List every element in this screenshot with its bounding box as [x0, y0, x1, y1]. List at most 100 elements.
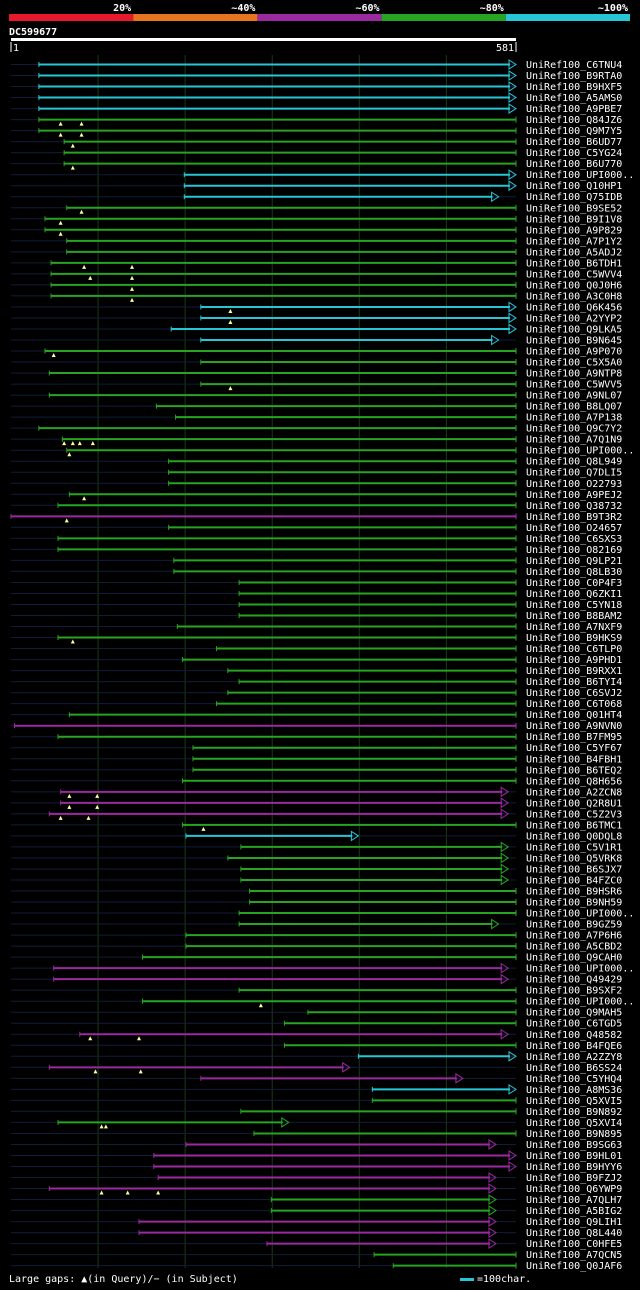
query-gap-marker [58, 231, 63, 236]
hit-label: UniRef100_A2ZZY8 [526, 1052, 622, 1063]
query-gap-marker [51, 353, 56, 358]
query-gap-marker [70, 639, 75, 644]
ruler-start-label: 1 [13, 43, 19, 54]
identity-bin-label: ~100% [598, 3, 628, 14]
query-gap-marker [90, 441, 95, 446]
hit-label: UniRef100_B6TYI4 [526, 677, 622, 688]
query-gap-marker [58, 132, 63, 137]
hit-arrow [508, 180, 517, 192]
hit-arrow [508, 323, 517, 335]
hit-label: UniRef100_O24657 [526, 523, 622, 534]
hit-label: UniRef100_C5YN18 [526, 600, 622, 611]
hit-arrow [488, 1205, 497, 1216]
query-gap-marker [79, 121, 84, 126]
hit-label: UniRef100_B4FQE6 [526, 1041, 622, 1052]
hit-label: UniRef100_Q0JAF6 [526, 1261, 622, 1272]
hit-label: UniRef100_B9NH59 [526, 898, 622, 909]
hit-label: UniRef100_B9HXF5 [526, 82, 622, 93]
hit-label: UniRef100_B9SXF2 [526, 986, 622, 997]
hit-arrow [500, 808, 510, 820]
hit-arrow [500, 863, 510, 875]
hit-label: UniRef100_B9I1V8 [526, 214, 622, 225]
hit-arrow [508, 1050, 517, 1062]
query-gap-marker [88, 1036, 93, 1041]
query-gap-marker [58, 220, 63, 225]
hit-label: UniRef100_Q8H656 [526, 776, 622, 787]
hit-label: UniRef100_B9HSR6 [526, 887, 622, 898]
query-gap-marker [228, 386, 233, 391]
hit-label: UniRef100_A2ZCN8 [526, 787, 622, 798]
query-gap-marker [138, 1069, 143, 1074]
hit-label: UniRef100_Q5XVI4 [526, 1118, 622, 1129]
scale-legend: =100char. [460, 1274, 531, 1285]
query-gap-marker [79, 132, 84, 137]
hit-label: UniRef100_B9HYY6 [526, 1162, 622, 1173]
query-ruler [11, 38, 516, 41]
query-gap-marker [130, 264, 135, 269]
hit-label: UniRef100_B9SE52 [526, 203, 622, 214]
hit-label: UniRef100_Q38732 [526, 501, 622, 512]
identity-bin-1 [9, 14, 134, 21]
hit-label: UniRef100_C5YHQ4 [526, 1074, 622, 1085]
hit-label: UniRef100_C0HFE5 [526, 1239, 622, 1250]
hit-label: UniRef100_UPI000.. [526, 170, 634, 181]
query-gap-marker [58, 815, 63, 820]
hit-label: UniRef100_Q9MAH5 [526, 1008, 622, 1019]
hit-arrow [488, 1194, 497, 1205]
hit-label: UniRef100_B6TDH1 [526, 258, 622, 269]
hit-label: UniRef100_A8MS36 [526, 1085, 622, 1096]
hit-label: UniRef100_A5CBD2 [526, 942, 622, 953]
hit-label: UniRef100_Q2R8U1 [526, 798, 622, 809]
hit-arrow [350, 830, 360, 842]
hit-arrow [281, 1117, 290, 1128]
identity-bin-2 [133, 14, 258, 21]
hit-arrow [488, 1216, 497, 1228]
hit-arrow [488, 1183, 497, 1194]
hit-label: UniRef100_B9GZ59 [526, 920, 622, 931]
hit-label: UniRef100_Q8L440 [526, 1228, 622, 1239]
hit-label: UniRef100_Q49429 [526, 975, 622, 986]
hit-label: UniRef100_B6TMC1 [526, 820, 622, 831]
query-gap-marker [70, 441, 75, 446]
hit-label: UniRef100_Q8LB30 [526, 567, 622, 578]
hit-arrow [500, 1028, 510, 1040]
query-gap-marker [64, 518, 69, 523]
query-gap-marker [95, 793, 100, 798]
query-gap-marker [99, 1124, 104, 1129]
hit-arrow [508, 1150, 517, 1161]
hit-label: UniRef100_Q5VRK8 [526, 853, 622, 864]
hit-label: UniRef100_C5YG24 [526, 148, 622, 159]
hit-label: UniRef100_B9HKS9 [526, 633, 622, 644]
hit-label: UniRef100_B9RTA0 [526, 71, 622, 82]
query-gap-marker [67, 804, 72, 809]
hit-label: UniRef100_A9NVN0 [526, 721, 622, 732]
hit-label: UniRef100_Q5XVI5 [526, 1096, 622, 1107]
query-gap-marker [228, 308, 233, 313]
hit-arrow [508, 70, 517, 81]
hit-label: UniRef100_Q8L949 [526, 457, 622, 468]
hit-label: UniRef100_A7Q1N9 [526, 435, 622, 446]
hit-label: UniRef100_Q9LKA5 [526, 324, 622, 335]
identity-bin-5 [505, 14, 630, 21]
hit-arrow [508, 81, 517, 92]
hit-label: UniRef100_Q9M7Y5 [526, 126, 622, 137]
hit-label: UniRef100_A9NL07 [526, 391, 622, 402]
query-gap-marker [99, 1190, 104, 1195]
hit-arrow [508, 92, 517, 103]
hit-label: UniRef100_A7NXF9 [526, 622, 622, 633]
hit-label: UniRef100_Q9C7Y2 [526, 424, 622, 435]
hit-label: UniRef100_B4FZC0 [526, 875, 622, 886]
query-gap-marker [77, 441, 82, 446]
identity-bin-4 [381, 14, 506, 21]
identity-bin-3 [257, 14, 382, 21]
hit-arrow [488, 1238, 497, 1250]
hit-label: UniRef100_Q7DLI5 [526, 468, 622, 479]
hit-label: UniRef100_C6TGD5 [526, 1019, 622, 1030]
hit-label: UniRef100_A9PHD1 [526, 655, 622, 666]
query-gap-marker [93, 1069, 98, 1074]
hit-label: UniRef100_B9N895 [526, 1129, 622, 1140]
hit-label: UniRef100_O82169 [526, 545, 622, 556]
identity-bin-label: 20% [113, 3, 131, 14]
query-gap-marker [86, 815, 91, 820]
